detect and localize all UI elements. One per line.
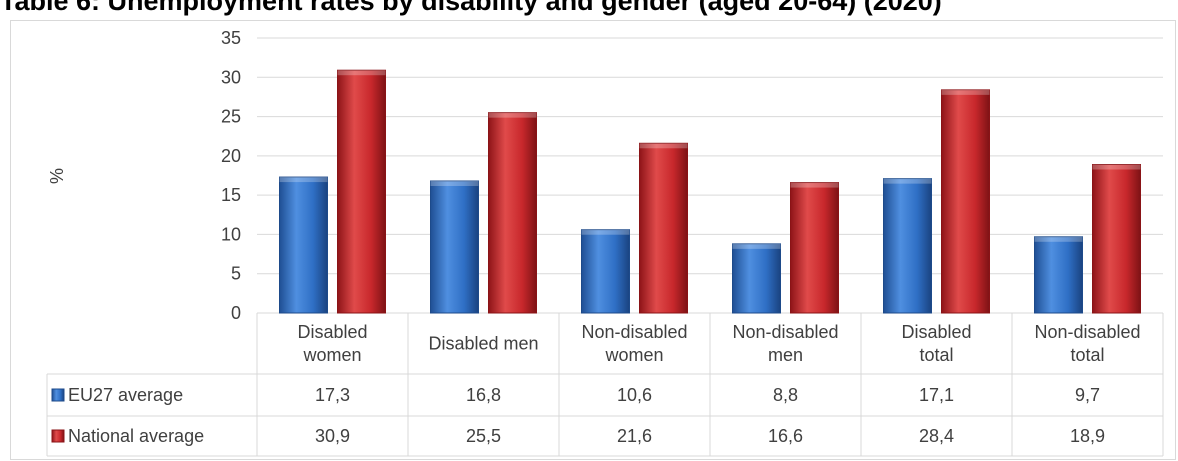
bar-top-highlight (581, 229, 630, 235)
category-label: Disabled men (428, 334, 538, 354)
table-cell-value: 9,7 (1075, 385, 1100, 405)
category-label: men (768, 345, 803, 365)
bar (639, 142, 688, 314)
category-label: Non-disabled (732, 322, 838, 342)
bar (732, 243, 781, 314)
bar (488, 112, 537, 314)
bar (337, 69, 386, 314)
bar-top-highlight (1092, 164, 1141, 170)
category-label: women (604, 345, 663, 365)
y-tick-label: 10 (221, 224, 241, 244)
category-label: total (919, 345, 953, 365)
table-cell-value: 17,1 (919, 385, 954, 405)
bar-top-highlight (1034, 236, 1083, 242)
category-label: total (1070, 345, 1104, 365)
bar (430, 180, 479, 314)
y-tick-label: 0 (231, 303, 241, 323)
y-tick-label: 15 (221, 185, 241, 205)
chart-title: Table 6: Unemployment rates by disabilit… (0, 0, 942, 16)
y-tick-label: 20 (221, 146, 241, 166)
legend-series-name: National average (68, 426, 204, 446)
legend-key-national (51, 429, 65, 443)
bar-top-highlight (337, 70, 386, 76)
bar (883, 178, 932, 314)
bar (581, 229, 630, 314)
table-cell-value: 18,9 (1070, 426, 1105, 446)
bar (1034, 236, 1083, 314)
bar (279, 176, 328, 314)
table-cell-value: 16,6 (768, 426, 803, 446)
table-cell-value: 30,9 (315, 426, 350, 446)
category-label: Disabled (901, 322, 971, 342)
y-tick-label: 25 (221, 107, 241, 127)
table-cell-value: 16,8 (466, 385, 501, 405)
legend-key-eu27 (51, 388, 65, 402)
table-cell-value: 25,5 (466, 426, 501, 446)
bar-top-highlight (790, 182, 839, 188)
y-axis-label: % (47, 168, 67, 184)
category-label: Disabled (297, 322, 367, 342)
bar (1092, 164, 1141, 314)
bar (941, 89, 990, 314)
chart-frame (10, 20, 1176, 460)
category-label: Non-disabled (1034, 322, 1140, 342)
table-cell-value: 21,6 (617, 426, 652, 446)
table-cell-value: 8,8 (773, 385, 798, 405)
table-cell-value: 28,4 (919, 426, 954, 446)
bar-top-highlight (639, 143, 688, 149)
y-tick-label: 5 (231, 264, 241, 284)
bar (790, 182, 839, 314)
bar-top-highlight (430, 181, 479, 186)
y-tick-label: 35 (221, 28, 241, 48)
bar-top-highlight (941, 89, 990, 95)
table-cell-value: 10,6 (617, 385, 652, 405)
category-label: women (302, 345, 361, 365)
legend-series-name: EU27 average (68, 385, 183, 405)
bar-top-highlight (732, 243, 781, 249)
bar-top-highlight (488, 112, 537, 118)
bar-top-highlight (883, 178, 932, 184)
category-label: Non-disabled (581, 322, 687, 342)
y-tick-label: 30 (221, 67, 241, 87)
bar-top-highlight (279, 177, 328, 183)
table-cell-value: 17,3 (315, 385, 350, 405)
